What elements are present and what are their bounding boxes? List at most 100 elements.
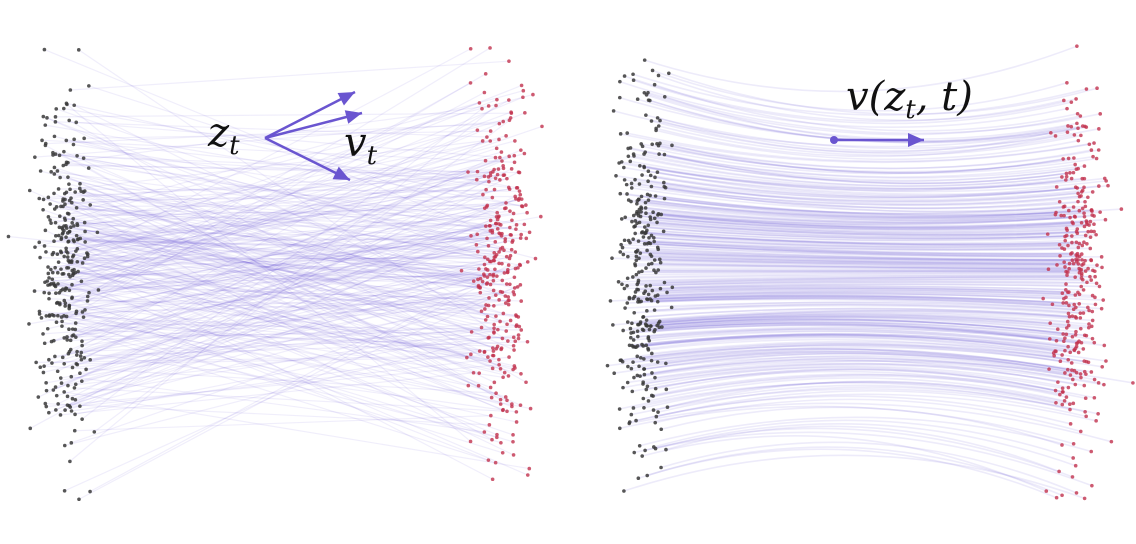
coupling-path	[47, 219, 513, 330]
target-point	[494, 103, 498, 108]
source-point	[626, 364, 630, 369]
coupling-path	[76, 207, 478, 235]
flow-path	[612, 315, 1067, 329]
flow-path	[647, 365, 1069, 389]
coupling-path	[67, 232, 495, 270]
flow-path	[654, 240, 1078, 255]
coupling-path	[53, 192, 480, 374]
target-point	[1070, 475, 1075, 479]
flow-path	[637, 326, 1077, 345]
target-point	[495, 344, 500, 349]
flow-path	[639, 208, 1085, 225]
flow-path	[618, 162, 1085, 190]
coupling-path	[59, 179, 500, 228]
coupling-path	[70, 356, 510, 408]
flow-path	[636, 255, 1084, 265]
source-point	[642, 152, 646, 156]
source-point	[72, 137, 76, 142]
flow-path	[627, 311, 1093, 323]
flow-path	[657, 214, 1074, 230]
target-point	[468, 439, 473, 444]
flow-path	[636, 212, 1073, 229]
flow-path	[625, 301, 1093, 313]
source-point	[50, 277, 55, 282]
target-point	[1058, 254, 1062, 258]
flow-path	[648, 224, 1097, 239]
flow-path	[643, 380, 1074, 409]
coupling-path	[90, 258, 488, 361]
source-point	[37, 240, 42, 245]
source-point	[659, 465, 663, 470]
flow-path	[647, 242, 1061, 257]
flow-path	[627, 298, 1074, 311]
source-point	[73, 412, 77, 417]
target-point	[491, 349, 496, 353]
source-point	[34, 360, 38, 365]
flow-path	[637, 357, 1095, 381]
coupling-path	[72, 222, 488, 318]
coupling-path	[49, 273, 494, 286]
flow-path	[654, 83, 1078, 132]
target-point	[1078, 311, 1083, 315]
target-point	[1079, 273, 1084, 278]
source-point	[638, 163, 642, 168]
target-point	[512, 292, 517, 297]
flow-path	[635, 250, 1073, 262]
target-point	[488, 139, 493, 143]
flow-path	[658, 125, 1082, 157]
source-point	[42, 341, 47, 346]
target-point	[483, 307, 487, 311]
source-point	[656, 410, 660, 414]
target-point	[1079, 252, 1084, 256]
flow-path	[650, 242, 1077, 256]
target-point	[1066, 156, 1071, 161]
flow-path	[651, 340, 1107, 362]
target-point	[466, 383, 471, 388]
coupling-path	[64, 337, 489, 447]
source-point	[648, 215, 652, 219]
target-point	[1075, 251, 1080, 256]
flow-path	[619, 382, 1063, 410]
target-point	[1087, 322, 1091, 326]
source-point	[646, 346, 650, 351]
coupling-path	[64, 174, 505, 205]
coupling-path	[61, 237, 508, 273]
source-point	[629, 181, 634, 186]
source-point	[627, 343, 632, 348]
target-point	[1089, 324, 1094, 329]
coupling-path	[76, 310, 502, 444]
coupling-path	[72, 111, 512, 276]
source-point	[53, 220, 58, 225]
flow-path	[635, 232, 1080, 246]
flow-path	[654, 217, 1078, 234]
source-point	[642, 372, 647, 377]
flow-path	[652, 69, 1068, 112]
target-point	[505, 409, 509, 414]
source-point	[651, 408, 656, 412]
source-point	[648, 283, 653, 288]
coupling-path	[80, 190, 495, 383]
source-point	[621, 385, 625, 390]
coupling-path	[87, 253, 481, 289]
source-point	[655, 299, 660, 304]
coupling-path	[52, 176, 489, 256]
flow-path	[664, 197, 1069, 218]
source-point	[636, 211, 641, 215]
source-point	[72, 239, 76, 244]
source-point	[662, 280, 667, 285]
source-point	[72, 428, 77, 433]
target-point	[1082, 214, 1087, 219]
target-point	[1065, 319, 1070, 324]
coupling-path	[63, 207, 485, 365]
coupling-path	[60, 205, 500, 253]
target-point	[476, 383, 481, 388]
target-point	[474, 177, 479, 182]
target-point	[540, 124, 544, 129]
coupling-path	[93, 119, 510, 433]
flow-path	[638, 198, 1080, 218]
target-point	[1070, 377, 1075, 382]
coupling-path	[55, 112, 512, 118]
target-point	[1057, 469, 1061, 474]
